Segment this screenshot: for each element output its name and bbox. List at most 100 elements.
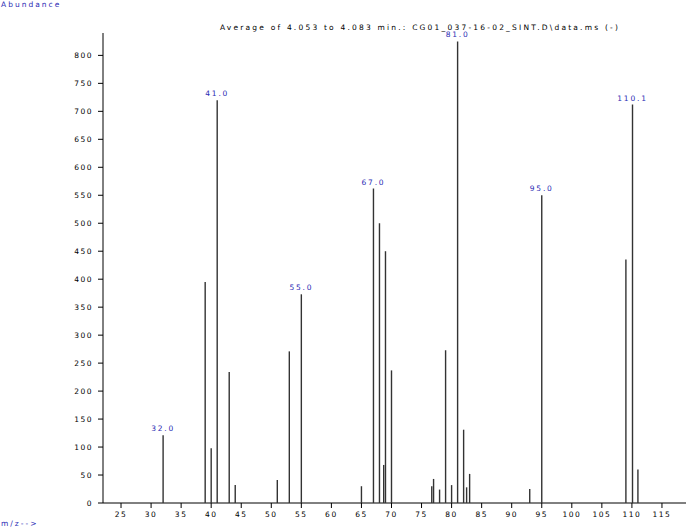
x-tick-label: 25: [115, 510, 128, 519]
x-tick-label: 90: [505, 510, 518, 519]
y-tick-label: 700: [74, 107, 93, 116]
chart: Average of 4.053 to 4.083 min.: CG01_037…: [0, 0, 700, 529]
peak: [445, 350, 446, 503]
x-tick: [661, 503, 662, 508]
x-tick: [391, 503, 392, 508]
y-tick: [98, 307, 103, 308]
y-tick-label: 500: [74, 219, 93, 228]
x-tick: [211, 503, 212, 508]
x-tick-label: 40: [205, 510, 218, 519]
y-tick: [98, 251, 103, 252]
y-tick-label: 0: [87, 499, 93, 508]
y-tick: [98, 363, 103, 364]
y-tick-label: 150: [74, 415, 93, 424]
y-tick: [98, 111, 103, 112]
x-tick: [481, 503, 482, 508]
x-tick-label: 115: [653, 510, 672, 519]
peak: [439, 490, 440, 503]
x-tick-label: 75: [415, 510, 428, 519]
peak: [235, 485, 236, 503]
y-tick-label: 750: [74, 79, 93, 88]
y-tick-label: 100: [74, 443, 93, 452]
x-tick: [241, 503, 242, 508]
y-tick: [98, 391, 103, 392]
peak: [431, 486, 432, 503]
y-tick-label: 50: [80, 471, 93, 480]
x-tick-label: 55: [295, 510, 308, 519]
x-tick: [451, 503, 452, 508]
x-tick-label: 95: [535, 510, 548, 519]
peak: [541, 195, 542, 503]
y-tick-label: 400: [74, 275, 93, 284]
x-tick-label: 105: [592, 510, 611, 519]
peak-label: 32.0: [151, 424, 175, 433]
y-tick-label: 450: [74, 247, 93, 256]
y-tick: [98, 139, 103, 140]
peak: [162, 435, 163, 503]
x-tick-label: 30: [145, 510, 158, 519]
x-tick-label: 65: [355, 510, 368, 519]
x-tick: [631, 503, 632, 508]
y-tick-label: 800: [74, 51, 93, 60]
x-tick-label: 80: [445, 510, 458, 519]
y-tick: [98, 279, 103, 280]
x-tick-label: 70: [385, 510, 398, 519]
peak: [385, 251, 386, 503]
peak: [301, 294, 302, 503]
peak: [469, 474, 470, 503]
peak-label: 81.0: [446, 30, 470, 39]
peak: [289, 351, 290, 503]
peak: [204, 282, 205, 503]
peak: [457, 41, 458, 503]
y-tick-label: 600: [74, 163, 93, 172]
peak: [229, 372, 230, 503]
x-tick-label: 100: [562, 510, 581, 519]
x-tick-label: 50: [265, 510, 278, 519]
y-label: Abundance: [1, 0, 61, 9]
peak-label: 110.1: [617, 94, 647, 103]
x-tick: [271, 503, 272, 508]
y-tick: [98, 503, 103, 504]
peak: [463, 430, 464, 503]
y-tick: [98, 447, 103, 448]
y-tick-label: 250: [74, 359, 93, 368]
x-tick-label: 60: [325, 510, 338, 519]
y-tick-label: 550: [74, 191, 93, 200]
x-tick-label: 45: [235, 510, 248, 519]
peak: [451, 485, 452, 503]
peak: [433, 479, 434, 503]
y-tick: [98, 335, 103, 336]
y-tick: [98, 195, 103, 196]
peak: [466, 487, 467, 503]
peak: [277, 480, 278, 503]
peak: [625, 260, 626, 503]
y-tick-label: 300: [74, 331, 93, 340]
y-tick: [98, 475, 103, 476]
peak: [529, 489, 530, 503]
peak-label: 67.0: [362, 178, 386, 187]
x-tick: [541, 503, 542, 508]
x-tick: [331, 503, 332, 508]
x-tick: [601, 503, 602, 508]
x-tick-label: 110: [622, 510, 641, 519]
x-tick: [151, 503, 152, 508]
peak-label: 55.0: [289, 283, 313, 292]
x-axis: [103, 503, 686, 504]
x-label: m/z-->: [1, 519, 38, 528]
y-tick-label: 350: [74, 303, 93, 312]
x-tick: [181, 503, 182, 508]
x-tick: [571, 503, 572, 508]
x-tick-label: 35: [175, 510, 188, 519]
peak: [361, 486, 362, 503]
peak-label: 95.0: [530, 184, 554, 193]
title: Average of 4.053 to 4.083 min.: CG01_037…: [220, 23, 620, 32]
peak-label: 41.0: [205, 89, 229, 98]
peak: [210, 448, 211, 503]
x-tick-label: 85: [475, 510, 488, 519]
y-tick-label: 650: [74, 135, 93, 144]
y-tick: [98, 167, 103, 168]
x-tick: [121, 503, 122, 508]
y-tick: [98, 419, 103, 420]
x-tick: [511, 503, 512, 508]
x-tick: [421, 503, 422, 508]
